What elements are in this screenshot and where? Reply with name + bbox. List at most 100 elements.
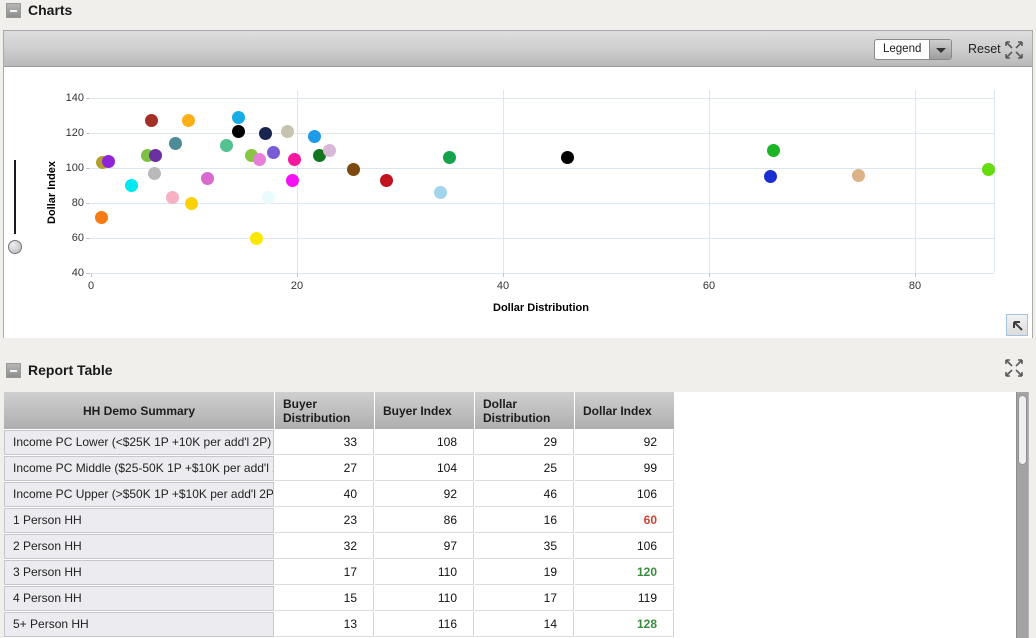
scatter-point[interactable] <box>231 124 245 138</box>
row-value: 86 <box>375 508 474 533</box>
chart-plot: Dollar Index Dollar Distribution 140 120 1… <box>4 68 1032 338</box>
scatter-point[interactable] <box>981 163 995 177</box>
row-value: 17 <box>475 586 574 611</box>
scatter-point[interactable] <box>102 154 115 168</box>
scatter-point[interactable] <box>313 149 327 163</box>
row-value: 13 <box>275 612 374 637</box>
y-tick-mark <box>86 238 90 239</box>
x-tick-label: 40 <box>496 280 510 292</box>
scatter-point[interactable] <box>94 210 108 224</box>
scatter-point[interactable] <box>851 168 865 182</box>
row-value: 14 <box>475 612 574 637</box>
gridline-horizontal <box>91 133 994 134</box>
chevron-down-icon[interactable] <box>929 40 951 59</box>
legend-dropdown[interactable]: Legend <box>874 39 952 60</box>
charts-section-title: Charts <box>28 2 73 18</box>
scatter-point[interactable] <box>286 173 300 187</box>
scatter-point[interactable] <box>149 149 163 163</box>
scatter-point[interactable] <box>148 166 162 180</box>
scatter-point[interactable] <box>124 179 138 192</box>
row-label: 5+ Person HH <box>4 612 274 637</box>
y-tick-mark <box>86 98 90 99</box>
scatter-point[interactable] <box>165 191 179 205</box>
expand-report-icon[interactable] <box>1004 359 1024 377</box>
x-tick-label: 80 <box>908 280 922 292</box>
scatter-point[interactable] <box>347 163 361 177</box>
column-header[interactable]: Buyer Distribution <box>275 392 374 429</box>
scatter-point[interactable] <box>308 130 321 143</box>
gridline-horizontal <box>91 203 994 204</box>
scatter-point[interactable] <box>288 152 302 166</box>
row-value: 32 <box>275 534 374 559</box>
scatter-point[interactable] <box>145 114 159 128</box>
table-scrollbar-thumb[interactable] <box>1018 395 1027 465</box>
expand-chart-icon[interactable] <box>1004 41 1024 59</box>
row-value: 15 <box>275 586 374 611</box>
scatter-point[interactable] <box>323 144 337 157</box>
scatter-point[interactable] <box>253 152 267 166</box>
gridline-vertical <box>915 90 916 273</box>
y-zoom-slider-handle[interactable] <box>8 240 22 254</box>
column-header[interactable]: Dollar Distribution <box>475 392 574 429</box>
scatter-point[interactable] <box>220 138 234 152</box>
collapse-charts-icon[interactable] <box>6 3 21 18</box>
x-tick-label: 60 <box>702 280 716 292</box>
row-value: 97 <box>375 534 474 559</box>
row-value: 60 <box>575 508 674 533</box>
scatter-point[interactable] <box>764 170 778 184</box>
scatter-point[interactable] <box>281 124 295 138</box>
chart-toolbar: Legend Reset <box>4 31 1032 67</box>
scatter-point[interactable] <box>182 114 196 128</box>
table-scrollbar[interactable] <box>1016 392 1029 638</box>
scatter-point[interactable] <box>231 110 245 124</box>
row-value: 119 <box>575 586 674 611</box>
y-tick-mark <box>86 168 90 169</box>
scatter-point[interactable] <box>442 151 456 164</box>
x-tick-label: 20 <box>290 280 304 292</box>
column-header[interactable]: HH Demo Summary <box>4 392 274 429</box>
scatter-point[interactable] <box>767 144 781 157</box>
collapse-report-icon[interactable] <box>6 363 21 378</box>
row-value: 33 <box>275 430 374 455</box>
row-value: 40 <box>275 482 374 507</box>
row-label: Income PC Middle ($25-50K 1P +$10K per a… <box>4 456 274 481</box>
row-value: 17 <box>275 560 374 585</box>
scatter-point[interactable] <box>250 231 264 245</box>
gridline-vertical <box>709 90 710 273</box>
x-tick-mark <box>915 273 916 277</box>
scatter-point[interactable] <box>258 126 272 140</box>
gridline-horizontal <box>91 273 994 274</box>
row-value: 110 <box>375 560 474 585</box>
scatter-point[interactable] <box>561 151 575 164</box>
row-value: 120 <box>575 560 674 585</box>
x-tick-mark <box>297 273 298 277</box>
scatter-point[interactable] <box>168 137 182 150</box>
row-label: Income PC Lower (<$25K 1P +10K per add'l… <box>4 430 274 455</box>
row-value: 23 <box>275 508 374 533</box>
scatter-point[interactable] <box>261 191 275 205</box>
reset-button[interactable]: Reset <box>968 42 1001 56</box>
row-value: 92 <box>575 430 674 455</box>
y-tick-mark <box>86 273 90 274</box>
column-header[interactable]: Dollar Index <box>575 392 674 429</box>
row-value: 16 <box>475 508 574 533</box>
y-tick-label: 100 <box>65 162 84 174</box>
scatter-point[interactable] <box>433 186 447 199</box>
row-label: 2 Person HH <box>4 534 274 559</box>
scatter-point[interactable] <box>200 172 214 185</box>
row-value: 19 <box>475 560 574 585</box>
gridline-horizontal <box>91 238 994 239</box>
row-value: 106 <box>575 534 674 559</box>
legend-dropdown-value: Legend <box>883 43 922 55</box>
row-label: 3 Person HH <box>4 560 274 585</box>
y-tick-label: 140 <box>65 92 84 104</box>
row-value: 35 <box>475 534 574 559</box>
column-header[interactable]: Buyer Index <box>375 392 474 429</box>
row-value: 46 <box>475 482 574 507</box>
scatter-point[interactable] <box>380 173 394 187</box>
gridline-horizontal <box>91 168 994 169</box>
scatter-point[interactable] <box>266 145 280 159</box>
scatter-point[interactable] <box>185 196 199 210</box>
row-value: 106 <box>575 482 674 507</box>
restore-chart-button[interactable] <box>1006 314 1028 336</box>
